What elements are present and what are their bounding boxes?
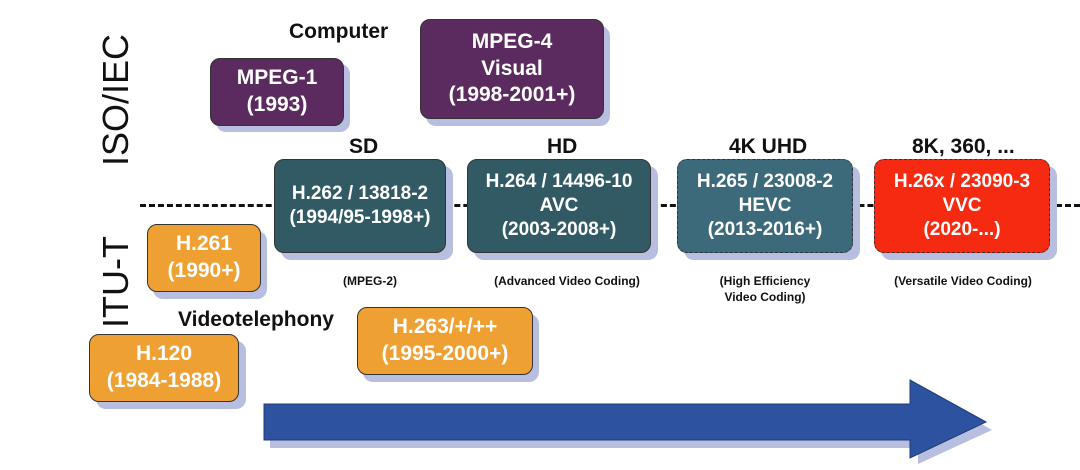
- h265-subname: HEVC: [738, 194, 792, 216]
- mpeg1-box: MPEG-1 (1993): [210, 58, 344, 126]
- h263-years: (1995-2000+): [381, 342, 509, 365]
- iso-iec-label: ISO/IEC: [95, 33, 136, 167]
- h26x-years: (2020-...): [923, 219, 1001, 241]
- caption-hevc-line2: Video Coding): [724, 290, 806, 304]
- heading-videotelephony: Videotelephony: [178, 308, 334, 331]
- h261-years: (1990+): [167, 259, 241, 282]
- h263-name: H.263/+/++: [392, 315, 498, 339]
- h264-name: H.264 / 14496-10: [485, 170, 633, 192]
- caption-mpeg2: (MPEG-2): [343, 274, 397, 288]
- heading-sd: SD: [349, 135, 379, 158]
- heading-computer: Computer: [289, 20, 389, 43]
- h261-name: H.261: [175, 232, 233, 256]
- h265-years: (2013-2016+): [707, 219, 823, 241]
- h120-box: H.120 (1984-1988): [89, 334, 239, 402]
- mpeg4-box: MPEG-4 Visual (1998-2001+): [420, 19, 604, 119]
- h265-name: H.265 / 23008-2: [696, 170, 834, 192]
- heading-hd: HD: [547, 135, 578, 158]
- timeline-arrow-body: [263, 379, 988, 459]
- h262-name: H.262 / 13818-2: [291, 182, 429, 204]
- h26x-name: H.26x / 23090-3: [893, 170, 1031, 192]
- mpeg4-name: MPEG-4: [471, 29, 553, 53]
- h264-box: H.264 / 14496-10 AVC (2003-2008+): [467, 159, 651, 253]
- h26x-box: H.26x / 23090-3 VVC (2020-...): [874, 159, 1050, 253]
- caption-avc: (Advanced Video Coding): [494, 274, 640, 288]
- caption-hevc-line1: (High Efficiency: [719, 274, 811, 288]
- caption-vvc: (Versatile Video Coding): [894, 274, 1032, 288]
- timeline-arrow: [263, 379, 992, 464]
- h262-box: H.262 / 13818-2 (1994/95-1998+): [274, 159, 446, 253]
- h265-box: H.265 / 23008-2 HEVC (2013-2016+): [677, 159, 853, 253]
- heading-4k-uhd: 4K UHD: [729, 135, 808, 158]
- h120-years: (1984-1988): [106, 369, 222, 392]
- h264-years: (2003-2008+): [501, 219, 617, 241]
- h263-box: H.263/+/++ (1995-2000+): [357, 307, 533, 375]
- mpeg1-years: (1993): [246, 93, 308, 116]
- h264-subname: AVC: [539, 194, 579, 216]
- h262-years: (1994/95-1998+): [289, 207, 431, 228]
- mpeg4-years: (1998-2001+): [448, 83, 576, 107]
- heading-8k-360: 8K, 360, ...: [912, 135, 1015, 158]
- h261-box: H.261 (1990+): [147, 224, 261, 292]
- mpeg1-name: MPEG-1: [236, 66, 318, 90]
- mpeg4-subname: Visual: [481, 56, 543, 80]
- h26x-subname: VVC: [942, 194, 982, 216]
- h120-name: H.120: [135, 342, 193, 366]
